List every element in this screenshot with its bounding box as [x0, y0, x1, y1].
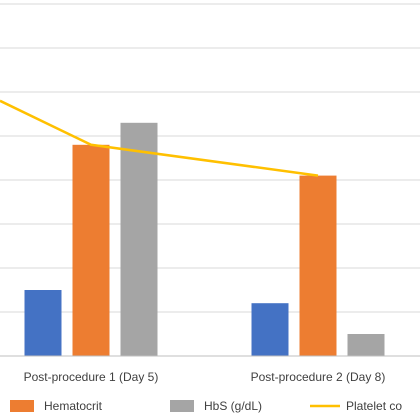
bar — [24, 290, 62, 356]
gridlines — [0, 3, 420, 313]
legend-swatch-hematocrit — [10, 400, 34, 412]
legend: Hematocrit HbS (g/dL) Platelet co — [10, 399, 402, 413]
bar — [120, 122, 158, 356]
x-tick-label: Post-procedure 2 (Day 8) — [251, 370, 386, 384]
line-series — [0, 99, 319, 177]
bar-group — [24, 122, 385, 356]
legend-label-hematocrit: Hematocrit — [44, 399, 103, 413]
legend-label-hbs: HbS (g/dL) — [204, 399, 262, 413]
bar — [299, 175, 337, 356]
platelet-line — [0, 99, 319, 177]
legend-label-platelet: Platelet co — [346, 399, 402, 413]
legend-swatch-hbs — [170, 400, 194, 412]
bar — [251, 303, 289, 356]
x-tick-labels: Post-procedure 1 (Day 5) Post-procedure … — [24, 370, 386, 384]
bar — [347, 334, 385, 356]
bar — [72, 144, 110, 356]
x-tick-label: Post-procedure 1 (Day 5) — [24, 370, 159, 384]
